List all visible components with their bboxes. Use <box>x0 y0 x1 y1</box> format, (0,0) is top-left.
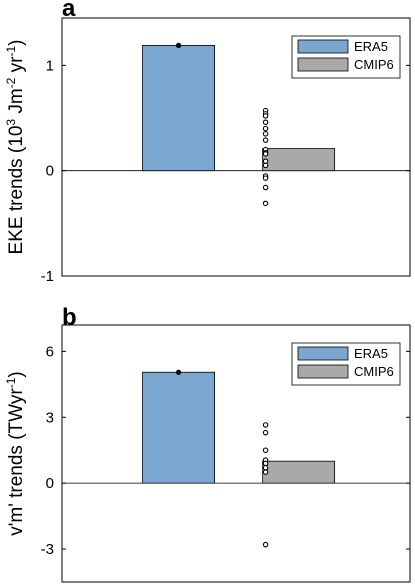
legend-swatch-cmip6 <box>297 57 349 72</box>
cmip6-point <box>262 137 269 143</box>
cmip6-point <box>262 460 269 467</box>
cmip6-point <box>262 119 269 126</box>
bar-cmip6 <box>262 460 336 484</box>
cmip6-point <box>262 151 269 157</box>
legend-swatch-era5 <box>297 39 349 54</box>
y-tick-label: 3 <box>46 409 54 426</box>
legend-label-cmip6: CMIP6 <box>354 57 394 72</box>
cmip6-point <box>262 113 269 119</box>
bar-era5 <box>142 371 215 484</box>
cmip6-point <box>262 184 269 191</box>
y-axis-label: v'm' trends (TWyr-1) <box>4 371 27 535</box>
panel-a: -1 0 1 ERA5 CMIP6 a EKE trends (103 Jm-2 yr-1) <box>4 0 411 285</box>
y-tick-label: 1 <box>46 57 54 74</box>
cmip6-point <box>262 125 269 132</box>
y-tick-label: -1 <box>41 268 54 285</box>
y-tick-label: -3 <box>41 541 54 558</box>
cmip6-point <box>262 131 269 137</box>
cmip6-point <box>262 200 269 207</box>
era5-point <box>175 369 182 375</box>
cmip6-point <box>262 447 269 453</box>
era5-point <box>175 42 182 48</box>
cmip6-point <box>262 429 269 436</box>
panel-label: b <box>62 304 77 331</box>
cmip6-point <box>262 469 269 475</box>
y-axis-label: EKE trends (103 Jm-2 yr-1) <box>4 40 27 255</box>
cmip6-point <box>262 162 269 169</box>
cmip6-point <box>262 175 269 181</box>
legend-label-era5: ERA5 <box>354 346 388 361</box>
panel-b: -3 0 3 6 ERA5 CMIP6 b v'm' trends (TWyr-1) <box>4 304 411 583</box>
y-tick-label: 6 <box>46 343 54 360</box>
cmip6-point <box>262 465 269 471</box>
bar-era5 <box>142 44 215 172</box>
legend-swatch-cmip6 <box>297 364 349 379</box>
bar-cmip6 <box>262 148 336 172</box>
legend-swatch-era5 <box>297 346 349 361</box>
cmip6-point <box>262 422 269 428</box>
plot-frame <box>61 17 411 277</box>
legend-label-era5: ERA5 <box>354 39 388 54</box>
y-tick-label: 0 <box>46 163 54 180</box>
y-tick-label: 0 <box>46 475 54 492</box>
panel-label: a <box>62 0 76 22</box>
legend-label-cmip6: CMIP6 <box>354 364 394 379</box>
cmip6-point <box>262 541 269 548</box>
plot-frame <box>61 324 411 583</box>
